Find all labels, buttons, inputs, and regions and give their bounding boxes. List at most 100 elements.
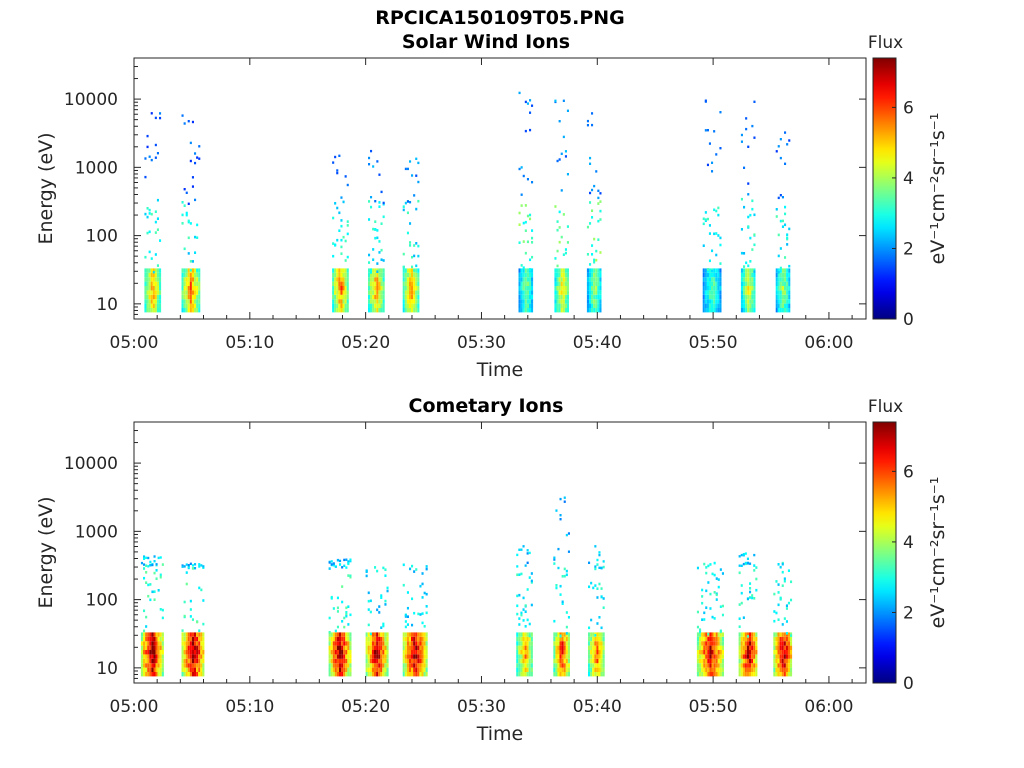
- flux-cell: [406, 645, 409, 650]
- flux-cell: [344, 290, 347, 295]
- flux-cell: [706, 299, 709, 304]
- flux-cell: [561, 667, 564, 672]
- flux-cell: [749, 277, 752, 282]
- flux-cell: [332, 294, 335, 300]
- flux-cell: [343, 645, 346, 650]
- flux-cell: [589, 290, 592, 295]
- flux-cell: [338, 277, 341, 282]
- flux-cell: [343, 672, 346, 677]
- flux-cell: [713, 294, 716, 300]
- flux-cell: [378, 605, 381, 608]
- flux-cell: [566, 303, 569, 308]
- flux-cell: [143, 636, 146, 642]
- flux-cell: [147, 672, 150, 677]
- flux-cell: [554, 286, 557, 291]
- flux-cell: [183, 667, 186, 672]
- flux-cell: [598, 636, 601, 642]
- flux-cell: [404, 303, 407, 308]
- flux-cell: [742, 654, 745, 659]
- flux-cell: [524, 654, 527, 659]
- flux-cell: [183, 290, 186, 295]
- flux-cell: [786, 243, 789, 246]
- flux-cell: [560, 303, 563, 308]
- flux-cell: [187, 219, 190, 223]
- flux-cell: [376, 262, 379, 265]
- flux-cell: [744, 672, 747, 677]
- flux-cell: [717, 650, 720, 655]
- flux-cell: [346, 232, 349, 236]
- flux-cell: [330, 654, 333, 659]
- flux-cell: [563, 574, 566, 578]
- flux-cell: [365, 569, 368, 572]
- flux-cell: [518, 211, 521, 215]
- flux-cell: [374, 663, 377, 668]
- flux-cell: [144, 268, 147, 273]
- flux-cell: [745, 127, 748, 131]
- flux-cell: [518, 573, 521, 576]
- flux-cell: [586, 119, 589, 123]
- flux-cell: [779, 294, 782, 300]
- flux-cell: [529, 128, 532, 132]
- flux-cell: [376, 658, 379, 664]
- flux-cell: [194, 294, 197, 300]
- flux-cell: [411, 632, 414, 637]
- flux-cell: [140, 654, 143, 659]
- flux-cell: [740, 632, 743, 637]
- x-axis-label: Time: [476, 359, 524, 381]
- flux-cell: [330, 636, 333, 642]
- flux-cell: [343, 641, 346, 646]
- flux-cell: [376, 645, 379, 650]
- flux-cell: [370, 196, 373, 199]
- flux-cell: [742, 554, 745, 557]
- flux-cell: [745, 294, 748, 300]
- flux-cell: [374, 299, 377, 304]
- flux-cell: [699, 632, 702, 637]
- flux-cell: [594, 672, 597, 677]
- flux-cell: [559, 650, 562, 655]
- flux-cell: [588, 632, 591, 637]
- flux-cell: [370, 299, 373, 304]
- flux-cell: [785, 604, 788, 607]
- flux-cell: [153, 571, 156, 575]
- flux-cell: [715, 294, 718, 300]
- flux-cell: [330, 641, 333, 646]
- flux-cell: [790, 641, 793, 646]
- flux-cell: [560, 299, 563, 304]
- flux-cell: [566, 272, 569, 278]
- flux-cell: [378, 672, 381, 677]
- flux-cell: [378, 173, 381, 176]
- flux-cell: [181, 632, 184, 637]
- flux-cell: [154, 116, 157, 120]
- flux-cell: [790, 672, 793, 677]
- flux-cell: [557, 636, 560, 642]
- flux-cell: [529, 213, 532, 217]
- flux-cell: [336, 632, 339, 637]
- flux-cell: [699, 641, 702, 646]
- flux-cell: [415, 303, 418, 308]
- flux-cell: [146, 277, 149, 282]
- flux-cell: [703, 636, 706, 642]
- flux-cell: [200, 636, 203, 642]
- flux-cell: [382, 215, 385, 219]
- flux-cell: [597, 281, 600, 286]
- flux-cell: [785, 632, 788, 635]
- flux-cell: [704, 281, 707, 286]
- flux-cell: [787, 658, 790, 664]
- flux-cell: [187, 272, 190, 278]
- flux-cell: [562, 135, 565, 139]
- flux-cell: [522, 294, 525, 300]
- flux-cell: [154, 220, 157, 224]
- flux-cell: [421, 645, 424, 650]
- flux-cell: [349, 645, 352, 650]
- flux-cell: [556, 290, 559, 295]
- flux-cell: [349, 667, 352, 672]
- flux-cell: [707, 650, 710, 655]
- flux-cell: [751, 294, 754, 300]
- flux-cell: [602, 636, 605, 642]
- flux-cell: [185, 641, 188, 646]
- flux-cell: [562, 272, 565, 278]
- flux-cell: [376, 641, 379, 646]
- flux-cell: [749, 268, 752, 273]
- flux-cell: [777, 281, 780, 286]
